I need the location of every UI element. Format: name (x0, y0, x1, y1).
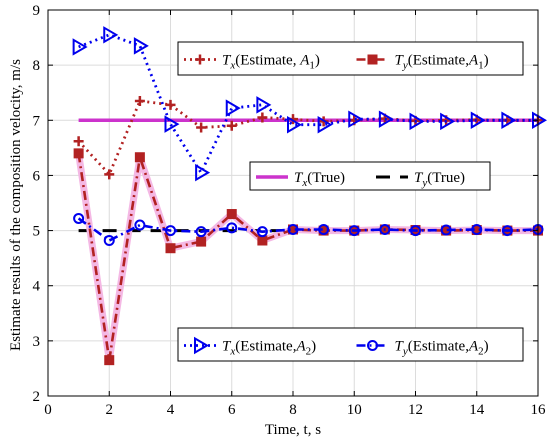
series-line (77, 217, 539, 242)
y-tick-label: 6 (33, 168, 41, 184)
data-point (104, 169, 115, 180)
data-point (165, 243, 176, 254)
data-point (410, 225, 421, 237)
legend-true: Tx(True) Ty(True) (249, 161, 491, 191)
y-tick-label: 8 (33, 58, 41, 74)
data-point (287, 115, 302, 134)
data-point (257, 112, 268, 123)
data-point (133, 37, 149, 55)
data-point (134, 95, 145, 106)
data-point (226, 209, 237, 220)
y-axis-label: Estimate results of the composition velo… (8, 59, 24, 351)
series-line (78, 33, 538, 175)
x-tick-label: 16 (531, 402, 547, 418)
data-point (256, 96, 272, 114)
data-point (165, 225, 176, 237)
data-point (165, 99, 176, 110)
legend-box (249, 161, 491, 191)
x-tick-label: 12 (408, 402, 423, 418)
legend-box (177, 327, 524, 362)
data-point (164, 115, 180, 133)
data-point (378, 110, 394, 128)
data-point (317, 115, 333, 134)
legend-entry: Ty(True) (376, 170, 465, 189)
data-point (256, 226, 268, 238)
series-layer (72, 26, 547, 366)
legend-swatch-marker (194, 336, 209, 355)
y-tick-label: 3 (33, 334, 41, 350)
data-point (134, 219, 146, 231)
y-tick-label: 2 (33, 389, 41, 405)
legend-label: Ty(True) (414, 170, 465, 189)
legend-box (177, 41, 524, 76)
data-point (196, 122, 207, 133)
data-point (196, 236, 207, 247)
data-point (103, 26, 119, 44)
x-tick-label: 4 (167, 402, 175, 418)
data-point (103, 234, 115, 246)
data-point (501, 111, 517, 130)
legend-label: Ty(Estimate,A2) (395, 339, 489, 358)
data-point (73, 136, 84, 147)
legend-a1: Tx(Estimate, A1) Ty(Estimate,A1) (177, 41, 524, 76)
x-tick-label: 14 (469, 402, 485, 418)
x-axis-label: Time, t, s (265, 422, 321, 438)
legend-label: Ty(Estimate,A1) (395, 53, 489, 72)
x-tick-label: 6 (228, 402, 236, 418)
legend-swatch-marker (195, 54, 205, 65)
x-tick-label: 8 (289, 402, 297, 418)
data-point (318, 223, 330, 235)
data-point (226, 222, 238, 234)
legend-label: Tx(True) (294, 170, 345, 189)
data-point (440, 112, 456, 131)
y-tick-label: 5 (33, 224, 41, 240)
y-tick-label: 7 (33, 113, 41, 129)
legend-entry: Tx(Estimate,A2) (184, 336, 316, 358)
x-tick-label: 10 (347, 402, 362, 418)
legend-entry: Tx(True) (256, 170, 345, 189)
x-tick-label: 0 (44, 402, 52, 418)
legend-label: Tx(Estimate,A2) (222, 339, 316, 358)
data-point (257, 235, 268, 246)
legend-entry: Ty(Estimate,A2) (356, 339, 489, 358)
y-tick-label: 9 (33, 3, 41, 19)
data-point (287, 223, 299, 235)
series-tx_a2 (72, 26, 547, 182)
legend-entry: Ty(Estimate,A1) (356, 53, 489, 72)
data-point (471, 223, 483, 235)
data-point (348, 225, 360, 237)
data-point (225, 99, 241, 117)
data-point (195, 163, 211, 182)
legend-a2: Tx(Estimate,A2) Ty(Estimate,A2) (177, 327, 524, 362)
legend-label: Tx(Estimate, A1) (222, 53, 320, 72)
legend-swatch-marker (367, 340, 378, 351)
data-point (409, 112, 425, 131)
x-tick-label: 2 (106, 402, 114, 418)
data-point (348, 110, 364, 128)
data-point (226, 120, 237, 131)
legend-layer: Tx(Estimate, A1) Ty(Estimate,A1)Tx(True) T… (177, 41, 524, 362)
data-point (73, 212, 85, 224)
data-point (134, 152, 145, 163)
series-line (77, 99, 538, 176)
data-point (104, 355, 115, 366)
legend-entry: Tx(Estimate, A1) (184, 53, 320, 72)
data-point (440, 224, 452, 236)
legend-swatch-marker (367, 54, 378, 65)
data-point (73, 148, 84, 159)
data-point (501, 225, 513, 237)
data-point (379, 223, 391, 235)
y-tick-label: 4 (33, 279, 41, 295)
data-point (470, 111, 486, 130)
data-point (195, 226, 207, 238)
series-ty_a2 (73, 212, 544, 246)
data-point (72, 38, 88, 56)
